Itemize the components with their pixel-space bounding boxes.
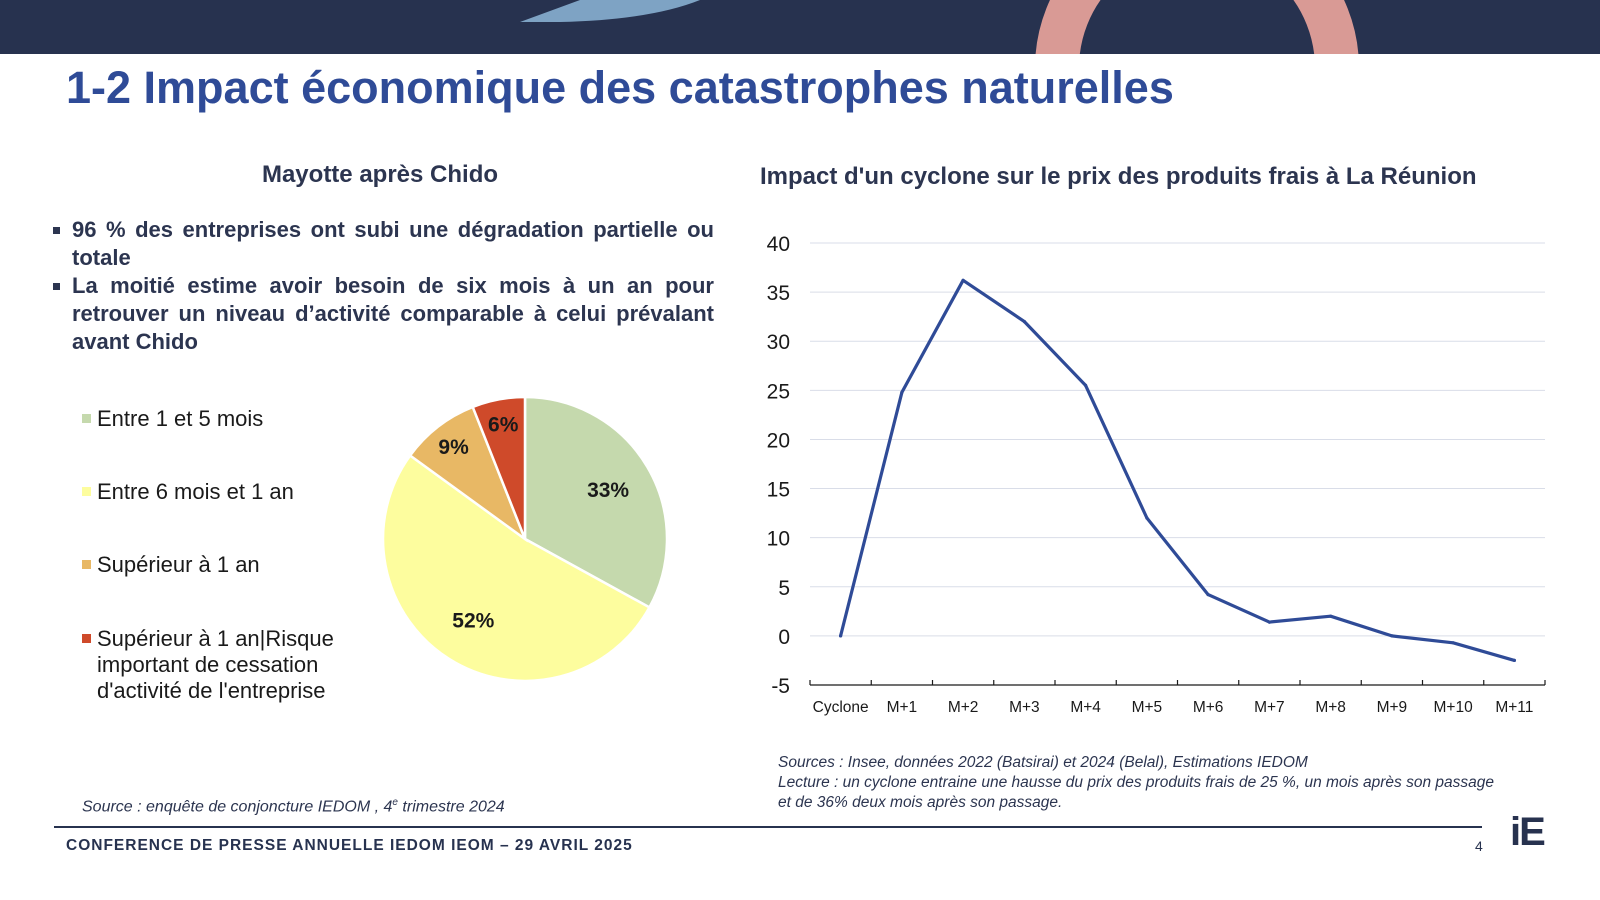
x-tick-label: M+9 (1377, 699, 1408, 716)
source-text-end: trimestre 2024 (397, 798, 505, 816)
pie-slice (408, 405, 528, 543)
data-point (961, 278, 965, 282)
data-point (839, 634, 843, 638)
data-point (1022, 320, 1026, 324)
chart-reading-line-2: et de 36% deux mois après son passage. (778, 794, 1063, 811)
page-title: 1-2 Impact économique des catastrophes n… (66, 62, 1174, 113)
legend-item-6-mois-1-an: Entre 6 mois et 1 an (82, 479, 382, 505)
y-tick-label: 25 (767, 380, 790, 403)
survey-source: Source : enquête de conjoncture IEDOM , … (82, 797, 505, 816)
x-tick-label: M+11 (1495, 699, 1533, 716)
deco-pink-ring (1035, 0, 1359, 54)
pie-slice (471, 395, 527, 540)
y-tick-label: -5 (771, 675, 790, 698)
legend-item-risque-cessation: Supérieur à 1 an|Risque important de ces… (82, 626, 372, 704)
legend-label: Supérieur à 1 an|Risque important de ces… (97, 626, 334, 703)
header-decoration (520, 0, 1359, 54)
x-tick-label: M+6 (1193, 699, 1224, 716)
x-tick-label: Cyclone (813, 699, 869, 716)
data-point (1451, 641, 1455, 645)
bullet-text: 96 % des entreprises ont subi une dégrad… (72, 217, 714, 270)
bullet-item: 96 % des entreprises ont subi une dégrad… (50, 216, 714, 272)
deco-blue-shape (520, 0, 700, 22)
series-line (838, 278, 1517, 662)
bullet-marker (53, 227, 60, 234)
pie-slice (523, 395, 669, 610)
pie-data-label: 6% (488, 414, 519, 437)
line-chart: -5 0 5 10 15 20 25 30 35 40 Cyclone M+1 M+2 M+3 M+4 M+5… (767, 233, 1546, 716)
pie-chart: 33% 52% 9% 6% (381, 395, 669, 683)
data-point (900, 390, 904, 394)
data-point (1267, 620, 1271, 624)
pie-data-label: 9% (438, 436, 469, 459)
source-text: Source : enquête de conjoncture IEDOM , … (82, 798, 393, 816)
chart-reading-line-1: Lecture : un cyclone entraine une hausse… (778, 774, 1495, 791)
bullet-list: 96 % des entreprises ont subi une dégrad… (50, 216, 714, 356)
footer-text: CONFERENCE DE PRESSE ANNUELLE IEDOM IEOM… (66, 837, 633, 854)
pie-slice (381, 453, 652, 683)
data-point (1390, 634, 1394, 638)
x-tick-label: M+2 (948, 699, 979, 716)
bullet-marker (53, 283, 60, 290)
bullet-item: La moitié estime avoir besoin de six moi… (50, 272, 714, 356)
y-tick-label: 20 (767, 429, 790, 452)
data-point (1512, 658, 1516, 662)
pie-data-label: 52% (452, 610, 494, 633)
page-number: 4 (1475, 838, 1483, 854)
legend-swatch (82, 634, 91, 643)
x-tick-label: M+8 (1315, 699, 1346, 716)
legend-swatch (82, 560, 91, 569)
y-tick-label: 5 (778, 577, 790, 600)
legend-label: Supérieur à 1 an (97, 552, 260, 577)
y-tick-label: 40 (767, 233, 790, 256)
cyclone-chart-title: Impact d'un cyclone sur le prix des prod… (760, 163, 1477, 190)
x-tick-label: M+1 (887, 699, 918, 716)
legend-item-1-5-mois: Entre 1 et 5 mois (82, 406, 382, 432)
y-tick-label: 30 (767, 331, 790, 354)
legend-swatch (82, 487, 91, 496)
x-tick-label: M+3 (1009, 699, 1040, 716)
data-point (1145, 516, 1149, 520)
chart-notes: Sources : Insee, données 2022 (Batsirai)… (778, 753, 1494, 813)
x-tick-label: M+10 (1434, 699, 1474, 716)
chart-sources: Sources : Insee, données 2022 (Batsirai)… (778, 754, 1308, 771)
bullet-text: La moitié estime avoir besoin de six moi… (72, 273, 714, 354)
legend-swatch (82, 414, 91, 423)
x-tick-label: M+4 (1070, 699, 1101, 716)
x-tick-label: M+5 (1132, 699, 1163, 716)
data-point (1206, 593, 1210, 597)
y-tick-label: 0 (778, 626, 790, 649)
legend-item-superieur-1-an: Supérieur à 1 an (82, 552, 382, 578)
data-point (1329, 614, 1333, 618)
iedom-logo: iE (1510, 810, 1546, 854)
legend-label: Entre 1 et 5 mois (97, 406, 264, 431)
y-tick-label: 15 (767, 479, 790, 502)
y-tick-label: 10 (767, 528, 790, 551)
y-tick-label: 35 (767, 282, 790, 305)
pie-data-label: 33% (587, 479, 629, 502)
mayotte-heading: Mayotte après Chido (261, 161, 499, 188)
header-bar (0, 0, 1600, 54)
footer-divider (54, 826, 1482, 828)
legend-label: Entre 6 mois et 1 an (97, 479, 294, 504)
source-superscript: e (392, 797, 398, 808)
x-tick-label: M+7 (1254, 699, 1285, 716)
data-point (1084, 383, 1088, 387)
